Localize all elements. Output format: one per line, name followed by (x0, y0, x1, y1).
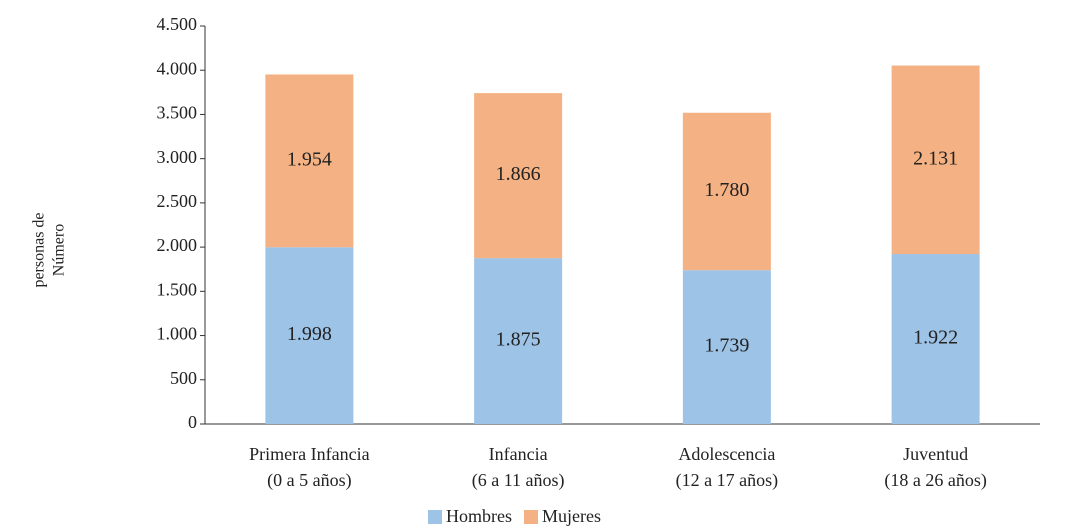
y-tick-label: 1.500 (157, 279, 198, 299)
data-label: 1.875 (496, 329, 541, 351)
y-tick-label: 4.500 (157, 14, 198, 34)
bar-segment (474, 93, 563, 259)
y-tick-label: 500 (170, 368, 197, 388)
data-label: 1.998 (287, 323, 332, 345)
x-tick-label: (6 a 11 años) (472, 470, 565, 491)
y-axis-title-line: Número (51, 224, 68, 276)
data-label: 1.780 (704, 179, 749, 201)
y-tick-label: 4.000 (157, 58, 198, 78)
data-label: 1.866 (496, 163, 541, 185)
data-label: 1.739 (704, 335, 749, 357)
y-axis-title: personas de Número (31, 212, 68, 287)
bar-segment (891, 254, 980, 424)
bar-segment (474, 258, 563, 424)
data-label: 1.954 (287, 148, 332, 170)
bar-segment (682, 270, 771, 424)
legend-swatch (428, 510, 442, 524)
x-tick-label: Infancia (489, 444, 548, 464)
y-tick-label: 0 (188, 412, 197, 432)
bar-segment (265, 247, 354, 424)
y-tick-label: 1.000 (157, 324, 198, 344)
y-tick-label: 2.000 (157, 235, 198, 255)
data-label: 1.922 (913, 327, 958, 349)
data-label: 2.131 (913, 147, 958, 169)
bar-segment (682, 112, 771, 271)
x-tick-label: Juventud (903, 444, 968, 464)
x-tick-label: (12 a 17 años) (676, 470, 778, 491)
x-tick-label: Primera Infancia (249, 444, 369, 464)
legend-label: Hombres (446, 506, 512, 526)
y-tick-label: 3.500 (157, 103, 198, 123)
bar-segment (265, 74, 354, 248)
x-tick-label: (0 a 5 años) (267, 470, 351, 491)
legend-swatch (524, 510, 538, 524)
y-axis-title-line: personas de (31, 212, 48, 287)
y-tick-label: 3.000 (157, 147, 198, 167)
x-tick-label: Adolescencia (678, 444, 775, 464)
x-tick-label: (18 a 26 años) (884, 470, 986, 491)
legend-label: Mujeres (542, 506, 601, 526)
y-tick-label: 2.500 (157, 191, 198, 211)
bar-segment (891, 65, 980, 255)
